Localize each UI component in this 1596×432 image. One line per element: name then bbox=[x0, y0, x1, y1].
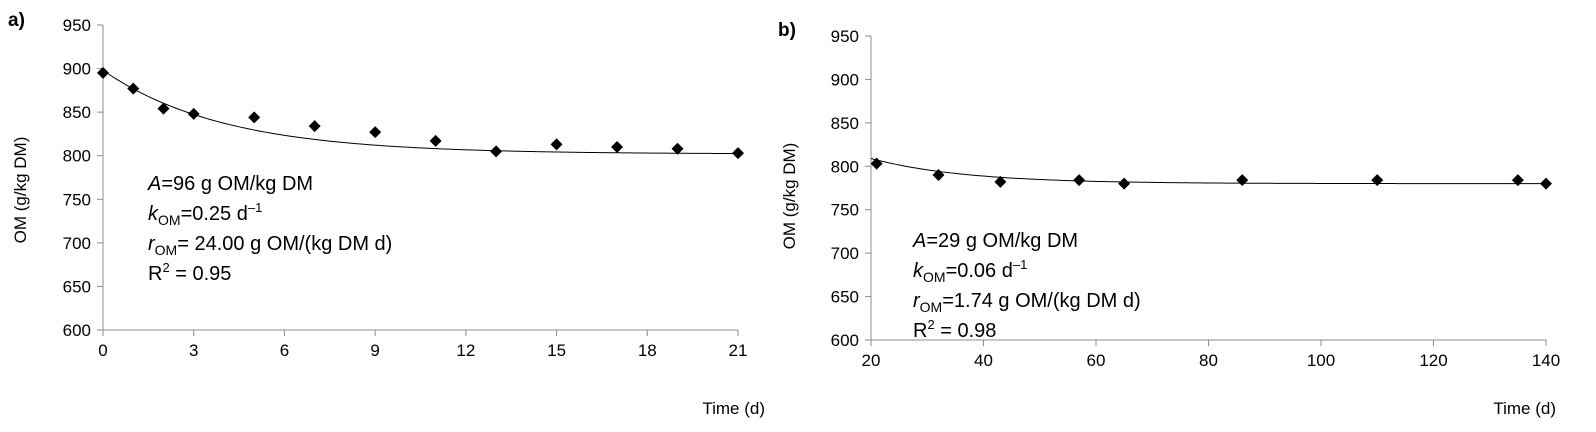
x-axis-title: Time (d) bbox=[1493, 399, 1556, 418]
annotation-symbol: r bbox=[148, 233, 156, 255]
data-point bbox=[1540, 177, 1552, 190]
x-tick-label: 21 bbox=[729, 341, 748, 360]
y-tick-label: 600 bbox=[831, 331, 859, 350]
x-tick-label: 140 bbox=[1532, 351, 1560, 370]
x-tick-label: 80 bbox=[1199, 351, 1218, 370]
annotation-value: = 0.95 bbox=[170, 263, 232, 285]
y-tick-label: 800 bbox=[63, 147, 91, 166]
annotation-amplitude: A=96 g OM/kg DM bbox=[147, 173, 313, 195]
y-tick-label: 650 bbox=[831, 288, 859, 307]
annotation-value: =0.25 d bbox=[181, 203, 248, 225]
data-point bbox=[932, 168, 945, 181]
x-tick-label: 18 bbox=[638, 341, 657, 360]
annotation-value: =96 g OM/kg DM bbox=[161, 173, 313, 195]
x-tick-label: 0 bbox=[98, 341, 107, 360]
annotation-symbol: r bbox=[913, 290, 921, 312]
data-point bbox=[611, 141, 624, 153]
annotation-amplitude: A=29 g OM/kg DM bbox=[912, 230, 1078, 252]
y-tick-label: 950 bbox=[831, 27, 859, 46]
y-tick-label: 950 bbox=[63, 16, 91, 35]
x-tick-label: 15 bbox=[547, 341, 566, 360]
data-point bbox=[1118, 177, 1131, 190]
annotation-superscript: –1 bbox=[248, 200, 262, 215]
x-tick-label: 20 bbox=[862, 351, 881, 370]
annotation-value: = 24.00 g OM/(kg DM d) bbox=[177, 233, 392, 255]
y-tick-label: 750 bbox=[63, 190, 91, 209]
annotation-rate: rOM= 24.00 g OM/(kg DM d) bbox=[148, 233, 392, 258]
chart-panel-a: a) 600 650 700 750 800 850 900 950 0 3 6 9 12 15 18 21 Ti… bbox=[8, 10, 765, 418]
x-tick-label: 120 bbox=[1419, 351, 1447, 370]
data-point bbox=[870, 157, 883, 170]
data-point bbox=[248, 111, 261, 124]
annotation-rate-constant: kOM=0.06 d–1 bbox=[913, 257, 1027, 285]
y-tick-label: 800 bbox=[831, 157, 859, 176]
y-tick-label: 650 bbox=[63, 277, 91, 296]
fitted-curve bbox=[870, 157, 1546, 185]
annotation-superscript: 2 bbox=[162, 260, 169, 275]
panel-label: b) bbox=[778, 20, 796, 41]
annotation-value: = 0.98 bbox=[935, 320, 997, 342]
annotation-subscript: OM bbox=[155, 242, 178, 258]
y-tick-label: 700 bbox=[831, 244, 859, 263]
data-point bbox=[671, 142, 684, 155]
annotation-symbol: k bbox=[148, 203, 159, 225]
x-tick-label: 40 bbox=[974, 351, 993, 370]
y-tick-label: 600 bbox=[63, 321, 91, 340]
annotation-symbol: k bbox=[913, 260, 924, 282]
data-point bbox=[1236, 174, 1249, 187]
x-tick-label: 9 bbox=[370, 341, 379, 360]
x-tick-label: 60 bbox=[1087, 351, 1106, 370]
y-tick-label: 750 bbox=[831, 201, 859, 220]
data-point bbox=[994, 175, 1007, 188]
annotation-superscript: –1 bbox=[1013, 257, 1027, 272]
annotation-r-squared: R2 = 0.98 bbox=[913, 317, 996, 342]
data-point bbox=[1511, 174, 1524, 187]
y-tick-label: 900 bbox=[63, 60, 91, 79]
x-tick-label: 100 bbox=[1307, 351, 1335, 370]
annotation-symbol: A bbox=[912, 230, 926, 252]
fitted-curve bbox=[102, 69, 739, 155]
annotation-subscript: OM bbox=[920, 299, 943, 315]
annotation-subscript: OM bbox=[158, 212, 181, 228]
data-point bbox=[1073, 174, 1086, 187]
annotation-value: =1.74 g OM/(kg DM d) bbox=[942, 290, 1140, 312]
data-point bbox=[732, 147, 744, 160]
data-point bbox=[429, 134, 442, 147]
annotation-value: =29 g OM/kg DM bbox=[926, 230, 1078, 252]
annotation-symbol: R bbox=[913, 320, 927, 342]
chart-panel-b: b) 600 650 700 750 800 850 900 950 20 40 60 80 100 120… bbox=[778, 20, 1560, 418]
data-point bbox=[97, 66, 109, 79]
annotation-value: =0.06 d bbox=[946, 260, 1013, 282]
annotation-superscript: 2 bbox=[927, 317, 934, 332]
y-tick-label: 850 bbox=[831, 114, 859, 133]
data-point bbox=[157, 102, 170, 115]
data-point bbox=[187, 107, 200, 120]
data-point bbox=[369, 126, 382, 139]
data-point bbox=[1371, 174, 1384, 187]
annotation-r-squared: R2 = 0.95 bbox=[148, 260, 231, 285]
panel-label: a) bbox=[8, 10, 25, 31]
data-point bbox=[308, 120, 321, 133]
annotation-rate-constant: kOM=0.25 d–1 bbox=[148, 200, 262, 228]
y-tick-label: 850 bbox=[63, 103, 91, 122]
annotation-subscript: OM bbox=[923, 269, 946, 285]
x-tick-label: 6 bbox=[280, 341, 289, 360]
x-tick-label: 12 bbox=[456, 341, 475, 360]
x-tick-label: 3 bbox=[189, 341, 198, 360]
y-tick-label: 700 bbox=[63, 234, 91, 253]
y-tick-label: 900 bbox=[831, 70, 859, 89]
annotation-rate: rOM=1.74 g OM/(kg DM d) bbox=[913, 290, 1141, 315]
data-point bbox=[127, 82, 140, 95]
x-axis-title: Time (d) bbox=[702, 399, 765, 418]
data-point bbox=[550, 138, 563, 151]
data-point bbox=[490, 145, 503, 158]
y-axis-title: OM (g/kg DM) bbox=[11, 137, 30, 244]
y-axis-title: OM (g/kg DM) bbox=[780, 143, 799, 250]
annotation-symbol: R bbox=[148, 263, 162, 285]
annotation-symbol: A bbox=[147, 173, 161, 195]
